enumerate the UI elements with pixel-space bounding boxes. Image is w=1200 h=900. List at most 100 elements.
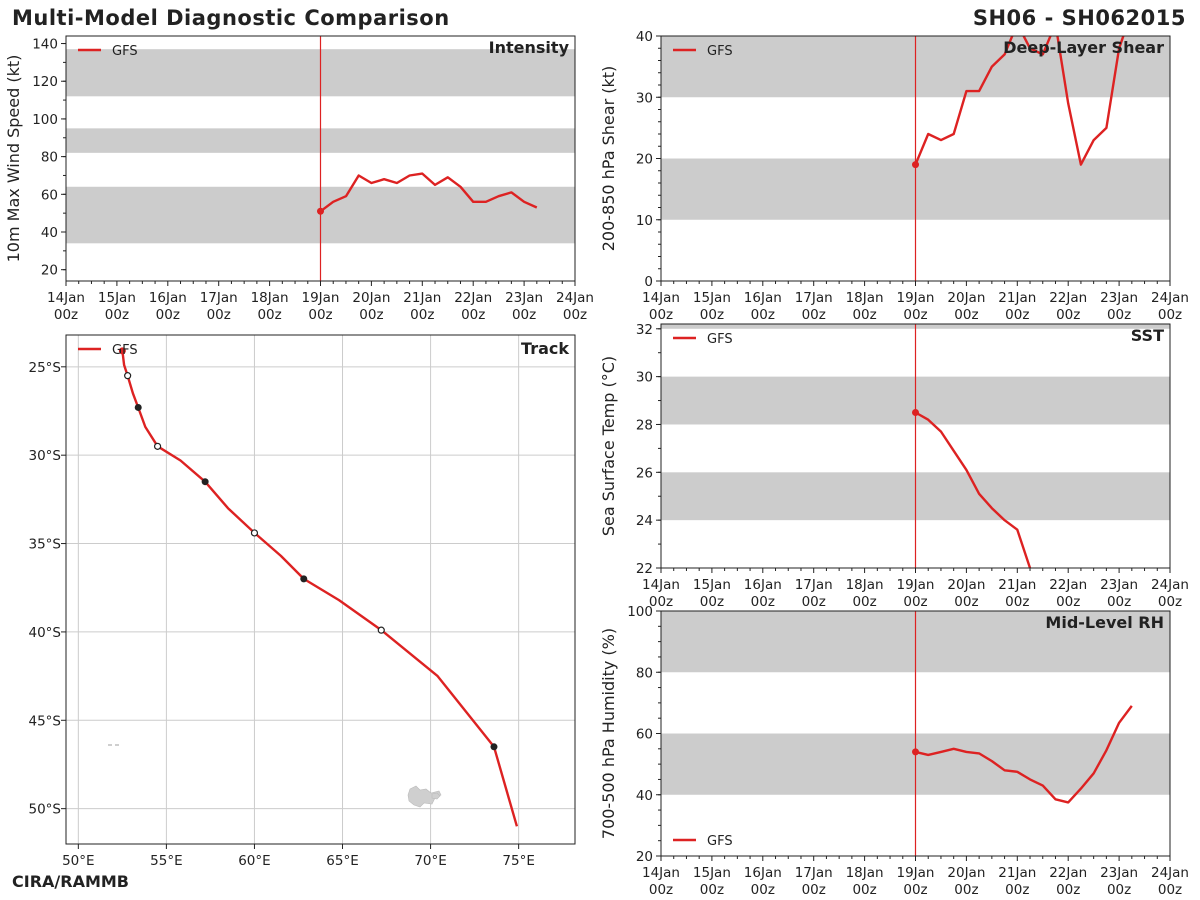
track-plot-area — [66, 335, 575, 844]
shear-xtick-day: 16Jan — [744, 290, 782, 306]
track-xtick-label: 50°E — [62, 853, 94, 869]
rh-panel: 2040608010014Jan00z15Jan00z16Jan00z17Jan… — [599, 604, 1189, 898]
intensity-ytick-label: 80 — [41, 150, 58, 166]
rh-title: Mid-Level RH — [1045, 613, 1164, 632]
sst-gfs-start-point — [912, 409, 919, 417]
intensity-xtick-day: 21Jan — [403, 290, 441, 306]
intensity-ytick-label: 120 — [32, 74, 58, 90]
rh-xtick-hour: 00z — [903, 882, 927, 898]
rh-ytick-label: 60 — [636, 727, 653, 743]
intensity-xtick-hour: 00z — [461, 307, 485, 323]
intensity-xtick-day: 16Jan — [149, 290, 187, 306]
rh-xtick-day: 19Jan — [897, 865, 935, 881]
track-marker-filled — [300, 575, 308, 583]
rh-xtick-day: 24Jan — [1151, 865, 1189, 881]
track-gfs-line — [121, 350, 519, 827]
rh-xtick-hour: 00z — [1056, 882, 1080, 898]
shear-title: Deep-Layer Shear — [1003, 38, 1164, 57]
sst-ytick-label: 26 — [636, 465, 653, 481]
shear-ylabel: 200-850 hPa Shear (kt) — [599, 66, 618, 252]
intensity-gfs-start-point — [317, 207, 324, 215]
sst-xtick-day: 22Jan — [1049, 577, 1087, 593]
intensity-ylabel: 10m Max Wind Speed (kt) — [4, 55, 23, 263]
sst-xtick-day: 15Jan — [693, 577, 731, 593]
sst-ytick-label: 24 — [636, 513, 653, 529]
shear-ytick-label: 20 — [636, 152, 653, 168]
shear-xtick-hour: 00z — [1107, 307, 1131, 323]
sst-xtick-hour: 00z — [954, 594, 978, 610]
intensity-xtick-day: 18Jan — [251, 290, 289, 306]
rh-xtick-day: 16Jan — [744, 865, 782, 881]
shear-ytick-label: 40 — [636, 29, 653, 45]
rh-xtick-hour: 00z — [954, 882, 978, 898]
intensity-xtick-hour: 00z — [308, 307, 332, 323]
shear-xtick-hour: 00z — [802, 307, 826, 323]
intensity-xtick-day: 23Jan — [505, 290, 543, 306]
track-ytick-label: 40°S — [29, 625, 62, 641]
shear-gfs-start-point — [912, 161, 919, 169]
sst-xtick-day: 20Jan — [947, 577, 985, 593]
sst-xtick-hour: 00z — [1005, 594, 1029, 610]
rh-ytick-label: 80 — [636, 665, 653, 681]
sst-xtick-hour: 00z — [1107, 594, 1131, 610]
rh-xtick-hour: 00z — [649, 882, 673, 898]
track-legend-label: GFS — [112, 343, 138, 358]
storm-id: SH06 - SH062015 — [972, 6, 1186, 30]
shear-ytick-label: 10 — [636, 213, 653, 229]
sst-xtick-hour: 00z — [751, 594, 775, 610]
intensity-ytick-label: 140 — [32, 37, 58, 53]
sst-xtick-day: 14Jan — [642, 577, 680, 593]
shear-xtick-hour: 00z — [751, 307, 775, 323]
track-ytick-label: 30°S — [29, 448, 62, 464]
rh-xtick-day: 14Jan — [642, 865, 680, 881]
sst-ylabel: Sea Surface Temp (°C) — [599, 356, 618, 536]
shear-xtick-hour: 00z — [1158, 307, 1182, 323]
rh-xtick-day: 21Jan — [998, 865, 1036, 881]
sst-xtick-hour: 00z — [802, 594, 826, 610]
rh-gfs-line — [915, 705, 1133, 804]
track-marker-open — [250, 529, 259, 537]
intensity-xtick-day: 19Jan — [302, 290, 340, 306]
shear-xtick-hour: 00z — [954, 307, 978, 323]
island-shape — [115, 744, 119, 746]
intensity-xtick-hour: 00z — [512, 307, 536, 323]
intensity-xtick-day: 15Jan — [98, 290, 136, 306]
sst-panel: 22242628303214Jan00z15Jan00z16Jan00z17Ja… — [599, 322, 1189, 610]
sst-xtick-day: 23Jan — [1100, 577, 1138, 593]
track-ytick-label: 35°S — [29, 537, 62, 553]
intensity-xtick-hour: 00z — [410, 307, 434, 323]
shear-xtick-day: 17Jan — [795, 290, 833, 306]
rh-xtick-day: 23Jan — [1100, 865, 1138, 881]
shear-xtick-day: 18Jan — [846, 290, 884, 306]
sst-ytick-label: 22 — [636, 561, 653, 577]
intensity-xtick-day: 22Jan — [454, 290, 492, 306]
rh-xtick-hour: 00z — [1107, 882, 1131, 898]
track-ytick-label: 50°S — [29, 802, 62, 818]
kerguelen-islands-shape — [407, 785, 442, 808]
shear-xtick-hour: 00z — [903, 307, 927, 323]
sst-xtick-day: 21Jan — [998, 577, 1036, 593]
rh-xtick-hour: 00z — [751, 882, 775, 898]
shear-xtick-hour: 00z — [649, 307, 673, 323]
intensity-xtick-hour: 00z — [563, 307, 587, 323]
track-marker-filled — [134, 403, 142, 411]
sst-xtick-day: 16Jan — [744, 577, 782, 593]
track-xtick-label: 75°E — [502, 853, 534, 869]
intensity-xtick-hour: 00z — [54, 307, 78, 323]
shear-xtick-day: 23Jan — [1100, 290, 1138, 306]
figure-title: Multi-Model Diagnostic Comparison — [12, 6, 450, 30]
credit-label: CIRA/RAMMB — [12, 872, 129, 891]
shear-xtick-day: 19Jan — [897, 290, 935, 306]
sst-xtick-hour: 00z — [903, 594, 927, 610]
track-marker-open — [377, 626, 385, 634]
rh-ytick-label: 20 — [636, 849, 653, 865]
intensity-xtick-day: 14Jan — [47, 290, 85, 306]
rh-ytick-label: 40 — [636, 788, 653, 804]
shear-xtick-hour: 00z — [1056, 307, 1080, 323]
rh-xtick-day: 20Jan — [947, 865, 985, 881]
sst-ytick-label: 30 — [636, 370, 653, 386]
sst-xtick-day: 18Jan — [846, 577, 884, 593]
shear-xtick-day: 22Jan — [1049, 290, 1087, 306]
sst-legend-label: GFS — [707, 332, 733, 347]
